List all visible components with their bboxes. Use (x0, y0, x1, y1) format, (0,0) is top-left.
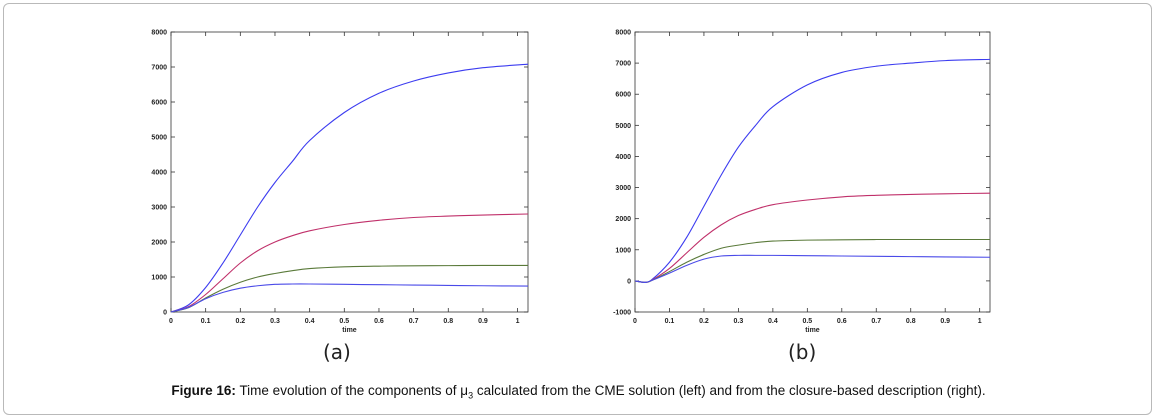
chart-1: 0 0.1 0.2 0.3 0.4 0.5 0.6 0.7 0.8 0.9 1-1000010002… (613, 30, 991, 334)
y-tick-label-1-6: 5000 (615, 123, 631, 130)
y-tick-label-0-6: 6000 (151, 100, 167, 107)
x-axis-label-0: time (342, 327, 357, 334)
plot-frame-1 (634, 31, 991, 313)
x-tick-label-0-4: 0.4 (305, 318, 315, 325)
y-tick-label-1-7: 6000 (615, 92, 631, 99)
caption-text: Time evolution of the components of μ (239, 383, 469, 398)
panel-label-b: (b) (788, 340, 817, 364)
caption-subscript: 3 (468, 390, 474, 401)
series-line-0-1 (170, 213, 529, 313)
charts-canvas: 0 0.1 0.2 0.3 0.4 0.5 0.6 0.7 0.8 0.9 1 0 1000 2000 30… (151, 30, 991, 334)
x-tick-label-1-6: 0.6 (837, 318, 847, 325)
x-tick-label-0-6: 0.6 (374, 318, 384, 325)
x-tick-label-1-3: 0.3 (734, 318, 744, 325)
x-tick-label-0-1: 0.1 (201, 318, 211, 325)
x-tick-label-1-9: 0.9 (940, 318, 950, 325)
series-line-1-3 (634, 254, 991, 283)
y-tick-label-0-5: 5000 (151, 135, 167, 142)
y-tick-label-1-5: 4000 (615, 154, 631, 161)
x-tick-label-0-2: 0.2 (235, 318, 245, 325)
figure-frame (3, 3, 1152, 415)
x-tick-label-1-8: 0.8 (906, 318, 916, 325)
y-tick-label-0-0: 0 (163, 310, 167, 317)
y-tick-label-0-7: 7000 (151, 65, 167, 72)
x-axis-label-1: time (805, 327, 820, 334)
x-tick-label-0-7: 0.7 (409, 318, 419, 325)
y-tick-label-0-3: 3000 (151, 205, 167, 212)
x-tick-label-1-7: 0.7 (871, 318, 881, 325)
series-line-1-2 (634, 238, 990, 283)
x-tick-label-0-3: 0.3 (270, 318, 280, 325)
x-tick-label-1-2: 0.2 (699, 318, 709, 325)
x-tick-label-0-8: 0.8 (443, 318, 453, 325)
chart-0: 0 0.1 0.2 0.3 0.4 0.5 0.6 0.7 0.8 0.9 1 0 1000 2000 30… (151, 30, 529, 334)
x-tick-label-1-1: 0.1 (665, 318, 675, 325)
series-line-0-3 (170, 283, 529, 313)
y-tick-label-0-2: 2000 (151, 240, 167, 247)
figure-caption: Figure 16: Time evolution of the compone… (0, 383, 1157, 401)
x-tick-label-1-4: 0.4 (768, 318, 778, 325)
y-tick-label-0-1: 1000 (151, 275, 167, 282)
series-line-0-2 (170, 264, 529, 313)
y-tick-label-1-1: 0 (627, 278, 631, 285)
series-line-1-0 (634, 58, 991, 283)
x-tick-label-0-10: 1 (516, 318, 520, 325)
panel-label-a: (a) (323, 340, 351, 364)
caption-text-end: calculated from the CME solution (left) … (473, 383, 986, 398)
y-tick-label-0-4: 4000 (151, 170, 167, 177)
y-tick-label-1-0: -1000 (613, 310, 631, 317)
series-line-1-1 (634, 192, 991, 283)
y-tick-label-0-8: 8000 (151, 30, 167, 37)
y-tick-label-1-2: 1000 (615, 247, 631, 254)
series-line-0-0 (170, 63, 529, 313)
plot-frame-0 (170, 31, 529, 313)
y-tick-label-1-9: 8000 (615, 30, 631, 37)
x-tick-label-0-9: 0.9 (478, 318, 488, 325)
x-tick-label-1-10: 1 (978, 318, 982, 325)
y-tick-label-1-3: 2000 (615, 216, 631, 223)
x-tick-label-1-5: 0.5 (802, 318, 812, 325)
x-tick-label-0-5: 0.5 (339, 318, 349, 325)
x-tick-label-0-0: 0 (169, 318, 173, 325)
x-tick-label-1-0: 0 (633, 318, 637, 325)
y-tick-label-1-4: 3000 (615, 185, 631, 192)
caption-label: Figure 16: (171, 383, 236, 398)
y-tick-label-1-8: 7000 (615, 61, 631, 68)
